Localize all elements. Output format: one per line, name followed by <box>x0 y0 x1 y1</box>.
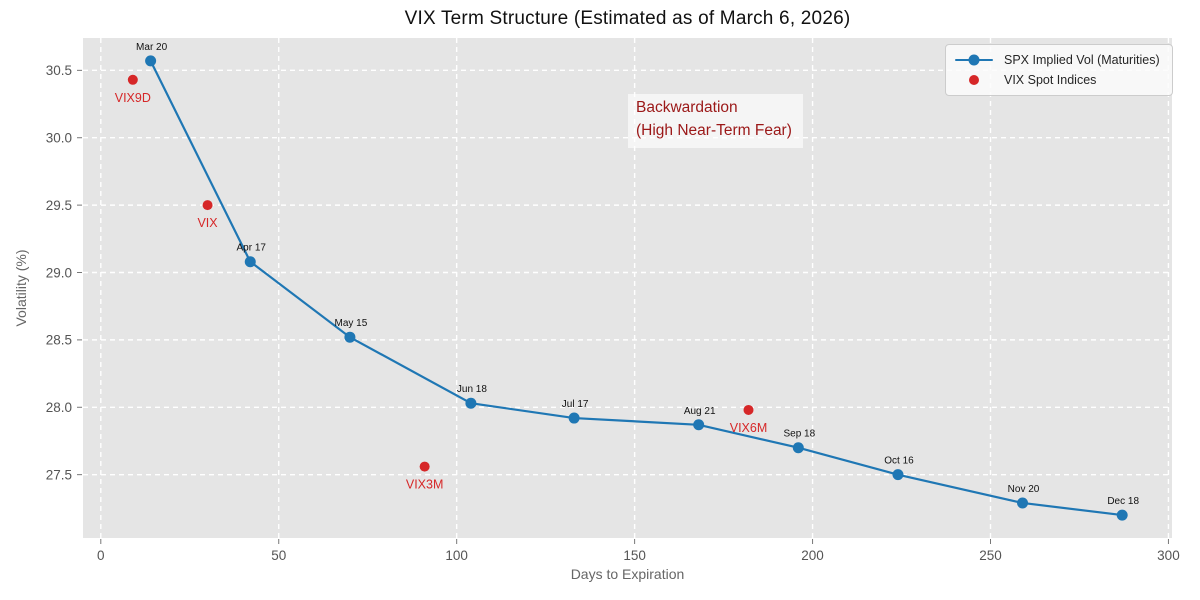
legend-dot-sample-red <box>969 75 979 85</box>
svg-text:29.0: 29.0 <box>46 265 72 280</box>
spx-maturity-point <box>1116 509 1128 521</box>
svg-text:300: 300 <box>1157 548 1180 563</box>
vix-spot-point <box>419 461 430 472</box>
spx-maturity-point <box>344 331 356 343</box>
y-tick-labels: 27.5 28.0 28.5 29.0 29.5 30.0 30.5 <box>46 63 72 482</box>
spx-maturity-point <box>568 412 580 424</box>
maturity-date-label: Oct 16 <box>884 456 914 467</box>
svg-text:200: 200 <box>801 548 824 563</box>
spx-maturity-point <box>892 469 904 481</box>
maturity-date-label: Jul 17 <box>562 399 589 410</box>
svg-text:28.5: 28.5 <box>46 333 72 348</box>
spx-maturity-point <box>1017 497 1029 509</box>
spx-implied-vol-line <box>149 60 1123 517</box>
y-axis-label: Volatility (%) <box>13 249 29 327</box>
maturity-date-label: Nov 20 <box>1008 484 1040 495</box>
svg-text:27.5: 27.5 <box>46 467 72 482</box>
svg-text:150: 150 <box>623 548 646 563</box>
svg-text:100: 100 <box>445 548 468 563</box>
x-axis-label: Days to Expiration <box>570 566 685 582</box>
vix-spot-point <box>127 74 138 85</box>
svg-text:30.0: 30.0 <box>46 131 72 146</box>
vix-spot-label: VIX9D <box>115 91 151 105</box>
spx-maturity-point <box>145 55 157 67</box>
legend-label-vix: VIX Spot Indices <box>1004 73 1097 87</box>
spx-maturity-point <box>465 397 477 409</box>
maturity-date-label: May 15 <box>335 318 368 329</box>
spx-maturity-point <box>792 442 804 454</box>
dot-marker <box>953 73 995 87</box>
legend-item-spx: SPX Implied Vol (Maturities) <box>953 50 1164 70</box>
maturity-date-label: Sep 18 <box>783 429 815 440</box>
vix-spot-label: VIX <box>197 216 218 230</box>
annotation-line-1: Backwardation <box>636 99 738 116</box>
spx-maturity-point <box>693 419 705 431</box>
vix-spot-label: VIX6M <box>730 421 768 435</box>
maturity-date-label: Apr 17 <box>237 243 267 254</box>
legend-item-vix: VIX Spot Indices <box>953 70 1164 90</box>
svg-text:28.0: 28.0 <box>46 400 72 415</box>
vix-spot-point <box>202 200 213 211</box>
annotation-line-2: (High Near-Term Fear) <box>636 121 792 139</box>
legend: SPX Implied Vol (Maturities) VIX Spot In… <box>945 44 1173 96</box>
axis-ticks <box>77 69 1169 544</box>
x-tick-labels: 0 50 100 150 200 250 300 <box>97 548 1180 563</box>
svg-text:0: 0 <box>97 548 105 563</box>
legend-dot-sample-blue <box>968 54 980 66</box>
backwardation-annotation: Backwardation (High Near-Term Fear) <box>628 94 803 148</box>
vix-spot-label: VIX3M <box>406 478 444 492</box>
maturity-date-label: Jun 18 <box>457 384 487 395</box>
vix-spot-point <box>743 404 754 415</box>
legend-label-spx: SPX Implied Vol (Maturities) <box>1004 53 1160 67</box>
maturity-date-label: Mar 20 <box>136 42 168 53</box>
chart-title: VIX Term Structure (Estimated as of Marc… <box>404 8 851 29</box>
svg-text:50: 50 <box>271 548 286 563</box>
svg-text:30.5: 30.5 <box>46 63 72 78</box>
line-dot-marker <box>953 53 995 67</box>
maturity-date-label: Aug 21 <box>684 406 716 417</box>
spx-maturity-point <box>244 256 256 268</box>
svg-text:29.5: 29.5 <box>46 198 72 213</box>
svg-text:250: 250 <box>979 548 1002 563</box>
maturity-date-label: Dec 18 <box>1107 496 1139 507</box>
